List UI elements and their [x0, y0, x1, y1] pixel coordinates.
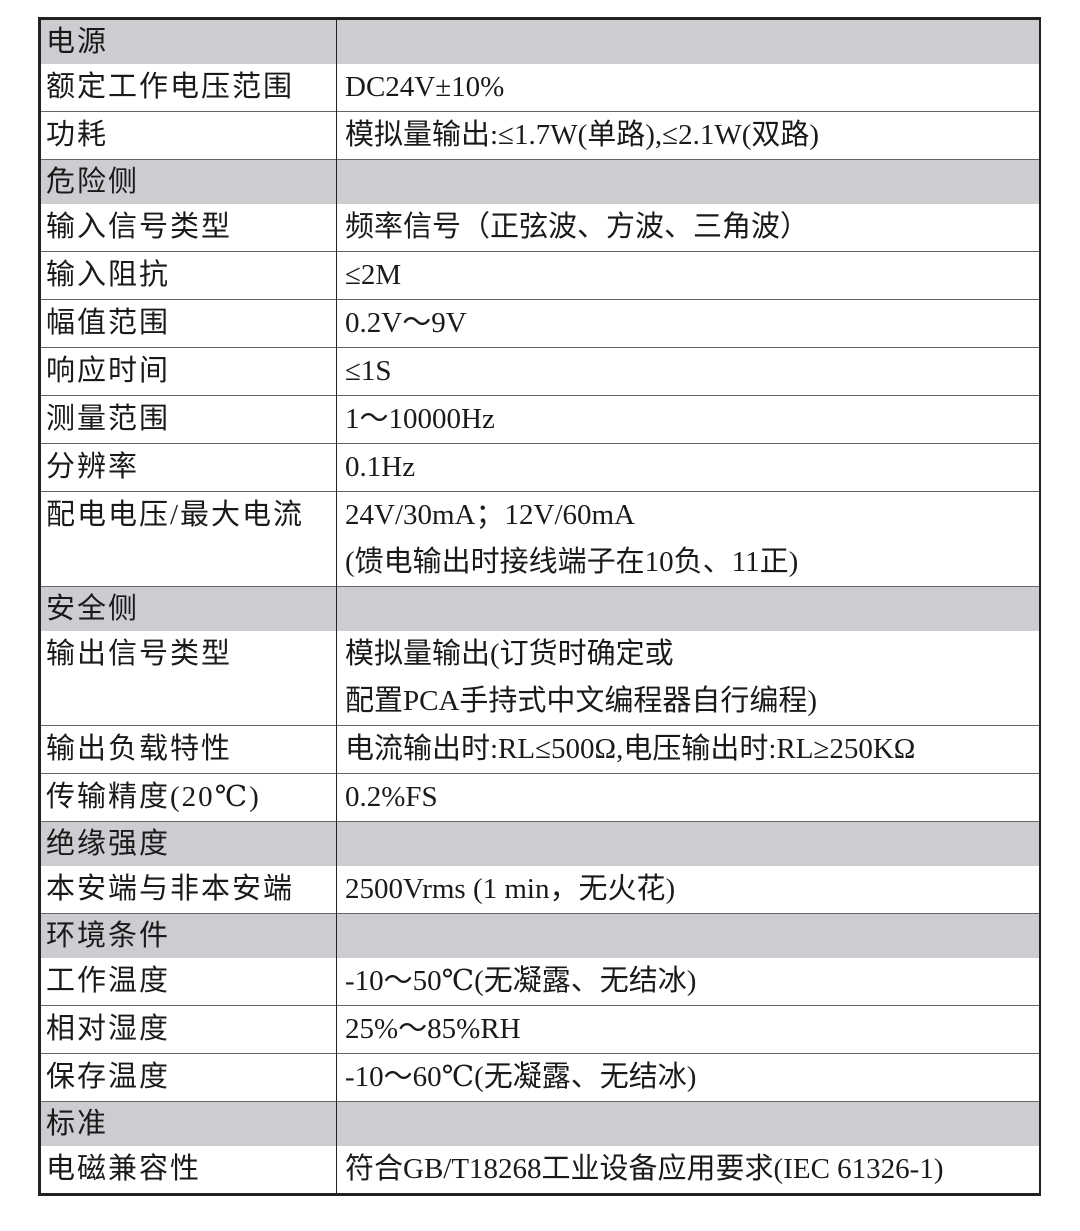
spec-value: [336, 821, 1040, 866]
spec-name: 输出负载特性: [39, 725, 337, 774]
spec-name: 传输精度(20℃): [39, 773, 337, 822]
spec-name: 输入信号类型: [39, 204, 337, 252]
spec-value-line: 配置PCA手持式中文编程器自行编程): [345, 685, 818, 717]
spec-value-line: 电流输出时:RL≤500Ω,电压输出时:RL≥250KΩ: [345, 733, 916, 765]
spec-value-line: 0.1Hz: [345, 451, 416, 483]
table-row: 电磁兼容性 符合GB/T18268工业设备应用要求(IEC 61326-1): [39, 1146, 1041, 1195]
spec-value-line: 模拟量输出(订货时确定或: [345, 638, 674, 670]
spec-value-line: 符合GB/T18268工业设备应用要求(IEC 61326-1): [345, 1153, 944, 1185]
spec-value: [336, 18, 1040, 64]
spec-name: 保存温度: [39, 1053, 337, 1102]
section-title: 环境条件: [39, 913, 337, 958]
table-row: 测量范围 1～10000Hz: [39, 395, 1040, 444]
spec-value: 模拟量输出:≤1.7W(单路),≤2.1W(双路): [336, 111, 1040, 160]
spec-name: 输入阻抗: [39, 251, 337, 300]
section-title: 安全侧: [39, 586, 337, 631]
section-header-row: 危险侧: [39, 159, 1040, 204]
spec-value: 1～10000Hz: [336, 395, 1040, 444]
spec-value: [336, 159, 1040, 204]
table-row: 传输精度(20℃) 0.2%FS: [39, 773, 1040, 822]
section-header-row: 标准: [39, 1101, 1040, 1146]
table-row: 工作温度 -10～50℃(无凝露、无结冰): [39, 958, 1041, 1006]
spec-name: 相对湿度: [39, 1005, 337, 1054]
table-row: 输入信号类型 频率信号（正弦波、方波、三角波）: [39, 204, 1041, 252]
spec-value-line: -10～60℃(无凝露、无结冰): [345, 1061, 697, 1093]
spec-value: [336, 586, 1040, 631]
table-row: 响应时间 ≤1S: [39, 347, 1040, 396]
spec-name: 分辨率: [39, 443, 337, 492]
spec-value: 电流输出时:RL≤500Ω,电压输出时:RL≥250KΩ: [336, 725, 1040, 774]
section-header-row: 环境条件: [39, 913, 1040, 958]
table-row: 输出负载特性 电流输出时:RL≤500Ω,电压输出时:RL≥250KΩ: [39, 725, 1040, 774]
table-row: 相对湿度 25%～85%RH: [39, 1005, 1040, 1054]
spec-name: 工作温度: [39, 958, 337, 1006]
table-row: 额定工作电压范围 DC24V±10%: [39, 64, 1041, 112]
spec-value-line: 0.2%FS: [345, 781, 438, 813]
section-header-row: 绝缘强度: [39, 821, 1040, 866]
spec-value-line: 1～10000Hz: [345, 403, 495, 435]
spec-value: 2500Vrms (1 min，无火花): [337, 866, 1041, 914]
table-row: 功耗 模拟量输出:≤1.7W(单路),≤2.1W(双路): [39, 111, 1040, 160]
spec-value: 0.1Hz: [336, 443, 1040, 492]
spec-name: 输出信号类型: [39, 631, 337, 726]
spec-value-line: 25%～85%RH: [345, 1013, 521, 1045]
spec-value: 符合GB/T18268工业设备应用要求(IEC 61326-1): [337, 1146, 1041, 1195]
spec-value: -10～50℃(无凝露、无结冰): [337, 958, 1041, 1006]
table-row: 本安端与非本安端 2500Vrms (1 min，无火花): [39, 866, 1041, 914]
spec-name: 测量范围: [39, 395, 337, 444]
spec-value-line: ≤2M: [345, 259, 402, 291]
spec-value: 0.2V～9V: [336, 299, 1040, 348]
section-header-row: 安全侧: [39, 586, 1040, 631]
spec-value-line: ≤1S: [345, 355, 392, 387]
spec-value: [336, 1101, 1040, 1146]
table-row: 配电电压/最大电流 24V/30mA；12V/60mA (馈电输出时接线端子在10…: [39, 491, 1040, 587]
spec-value: 0.2%FS: [336, 773, 1040, 822]
section-title: 危险侧: [39, 159, 337, 204]
spec-name: 额定工作电压范围: [39, 64, 337, 112]
spec-value-line: 0.2V～9V: [345, 307, 467, 339]
section-header-row: 电源: [39, 18, 1040, 64]
spec-value-line: 模拟量输出:≤1.7W(单路),≤2.1W(双路): [345, 119, 820, 151]
section-title: 绝缘强度: [39, 821, 337, 866]
spec-name: 功耗: [39, 111, 337, 160]
spec-value: -10～60℃(无凝露、无结冰): [336, 1053, 1040, 1102]
spec-name: 本安端与非本安端: [39, 866, 337, 914]
spec-value: 25%～85%RH: [336, 1005, 1040, 1054]
section-title: 电源: [39, 18, 337, 64]
spec-value: ≤2M: [336, 251, 1040, 300]
spec-name: 配电电压/最大电流: [39, 491, 337, 587]
spec-value-line: (馈电输出时接线端子在10负、11正): [345, 546, 799, 578]
spec-value-line: 2500Vrms (1 min，无火花): [345, 873, 676, 905]
table-row: 保存温度 -10～60℃(无凝露、无结冰): [39, 1053, 1040, 1102]
spec-name: 幅值范围: [39, 299, 337, 348]
table-row: 输入阻抗 ≤2M: [39, 251, 1040, 300]
table-row: 分辨率 0.1Hz: [39, 443, 1040, 492]
spec-value: 24V/30mA；12V/60mA (馈电输出时接线端子在10负、11正): [336, 491, 1040, 587]
spec-name: 响应时间: [39, 347, 337, 396]
spec-value-line: DC24V±10%: [345, 71, 505, 103]
spec-value-line: 频率信号（正弦波、方波、三角波）: [345, 211, 810, 243]
spec-table: 电源 额定工作电压范围 DC24V±10% 功耗 模拟量输出:≤1.7W(单路),≤2.…: [38, 17, 1041, 1196]
table-row: 幅值范围 0.2V～9V: [39, 299, 1040, 348]
spec-value-line: -10～50℃(无凝露、无结冰): [345, 965, 697, 997]
section-title: 标准: [39, 1101, 337, 1146]
spec-value: 模拟量输出(订货时确定或配置PCA手持式中文编程器自行编程): [337, 631, 1041, 726]
spec-value: 频率信号（正弦波、方波、三角波）: [337, 204, 1041, 252]
spec-value-line: 24V/30mA；12V/60mA: [345, 499, 636, 531]
spec-name: 电磁兼容性: [39, 1146, 337, 1195]
spec-value: ≤1S: [336, 347, 1040, 396]
spec-value: [336, 913, 1040, 958]
table-row: 输出信号类型 模拟量输出(订货时确定或配置PCA手持式中文编程器自行编程): [39, 631, 1041, 726]
spec-value: DC24V±10%: [337, 64, 1041, 112]
